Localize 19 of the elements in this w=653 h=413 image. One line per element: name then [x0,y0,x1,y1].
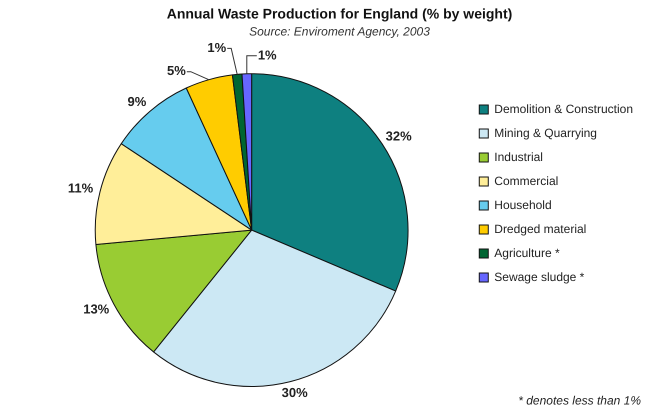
legend-label: Commercial [494,174,558,188]
data-label: 5% [167,63,186,78]
data-label: 1% [258,47,278,62]
chart-subtitle: Source: Enviroment Agency, 2003 [249,24,430,38]
legend-label: Household [494,198,552,212]
legend-label: Demolition & Construction [494,102,634,116]
legend-label: Dredged material [494,222,586,236]
legend-label: Agriculture * [494,246,560,260]
legend-label: Sewage sludge * [494,270,585,284]
data-label: 1% [207,40,227,55]
legend-label: Industrial [494,150,543,164]
data-label: 11% [68,180,94,196]
data-label: 30% [282,384,308,400]
data-label: 32% [386,128,412,144]
text: * denotes less than 1% [518,393,642,408]
legend-label: Mining & Quarrying [494,126,597,140]
data-label: 9% [127,94,147,109]
chart-title: Annual Waste Production for England (% by weight) [166,5,512,22]
data-label: 13% [83,301,110,316]
